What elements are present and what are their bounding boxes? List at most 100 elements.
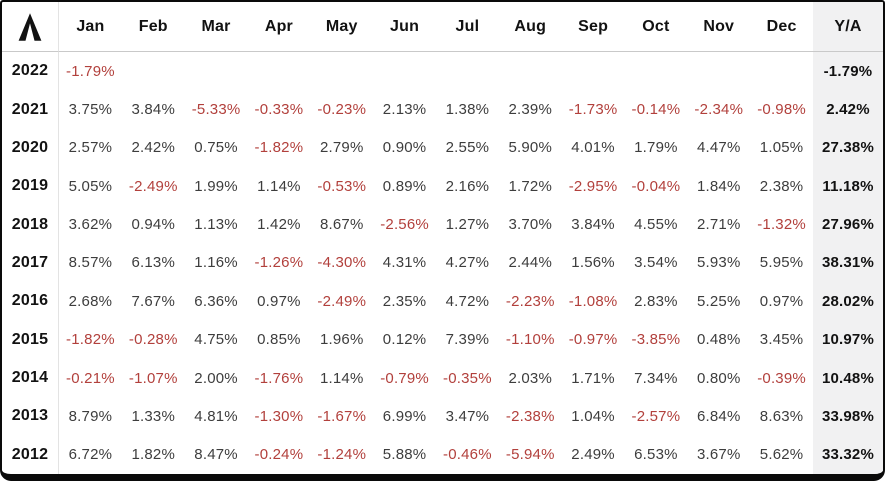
return-cell: 1.05% [759, 139, 804, 157]
return-cell: 5.93% [696, 254, 741, 272]
return-cell: 2.03% [508, 369, 553, 387]
return-cell: 1.27% [445, 216, 490, 234]
column-header-month: Aug [498, 2, 562, 52]
return-cell: 3.54% [634, 254, 678, 272]
return-cell: 1.84% [696, 177, 741, 195]
return-cell: -2.38% [505, 407, 555, 425]
return-cell: 1.14% [257, 177, 301, 195]
return-cell: -0.21% [66, 369, 115, 387]
return-cell: 6.13% [131, 254, 176, 272]
column-header-month: Jul [435, 2, 499, 52]
return-cell: 0.89% [382, 177, 427, 195]
return-cell: 3.62% [68, 216, 113, 234]
return-cell: -2.57% [631, 407, 681, 425]
return-cell: 1.13% [194, 216, 238, 234]
return-cell-empty [185, 52, 248, 90]
ya-total-cell: 33.98% [812, 397, 883, 436]
return-cell-empty [624, 52, 687, 90]
column-header-month: Jun [373, 2, 436, 52]
return-cell-empty [750, 52, 813, 90]
return-cell: 4.01% [571, 139, 615, 157]
return-cell: -2.56% [380, 216, 429, 234]
return-cell: -2.49% [128, 177, 178, 195]
return-cell: 4.72% [445, 292, 490, 310]
return-cell-empty [687, 52, 750, 90]
ya-total-cell: 38.31% [812, 243, 883, 283]
return-cell: -1.73% [568, 101, 618, 119]
year-label: 2018 [2, 205, 59, 244]
return-cell: -1.08% [568, 292, 618, 310]
year-label: 2016 [2, 282, 59, 321]
return-cell: 1.56% [571, 254, 615, 272]
return-cell: 3.47% [445, 407, 490, 425]
return-cell: 1.16% [194, 254, 238, 272]
column-header-ya: Y/A [812, 2, 883, 52]
year-label: 2021 [2, 90, 59, 129]
ya-total-cell: 2.42% [812, 90, 883, 129]
return-cell: 5.25% [696, 292, 741, 310]
return-cell: 0.85% [257, 331, 301, 349]
return-cell: 2.35% [382, 292, 427, 310]
return-cell: 1.33% [131, 407, 176, 425]
return-cell: 4.47% [696, 139, 741, 157]
ya-total-cell: 11.18% [812, 167, 883, 206]
returns-table: Jan Feb Mar Apr May Jun Jul Aug Sep Oct Nov Dec Y/A … [2, 2, 883, 474]
year-label: 2013 [2, 397, 59, 436]
return-cell: 2.57% [68, 139, 113, 157]
return-cell: 8.57% [68, 254, 113, 272]
return-cell: 7.34% [634, 369, 678, 387]
return-cell: 4.31% [382, 254, 427, 272]
year-label: 2019 [2, 167, 59, 206]
return-cell: 5.05% [68, 177, 113, 195]
return-cell: 2.49% [571, 446, 615, 464]
return-cell-empty [499, 52, 562, 90]
return-cell: 0.94% [131, 216, 176, 234]
return-cell: 2.44% [508, 254, 553, 272]
return-cell: 2.39% [508, 101, 553, 119]
return-cell: -0.14% [631, 101, 681, 119]
return-cell: 2.38% [759, 177, 804, 195]
return-cell: 8.67% [319, 216, 364, 234]
return-cell: -2.49% [317, 292, 367, 310]
return-cell: -5.33% [191, 101, 241, 119]
return-cell: 6.36% [194, 292, 238, 310]
return-cell: -0.28% [128, 331, 178, 349]
column-header-month: Jan [59, 2, 122, 52]
return-cell: -1.32% [757, 216, 806, 234]
return-cell: 6.53% [634, 446, 678, 464]
return-cell: 2.55% [445, 139, 490, 157]
year-label: 2012 [2, 435, 59, 474]
return-cell: -1.10% [505, 331, 555, 349]
ya-total-cell: -1.79% [812, 52, 883, 91]
return-cell: -0.23% [317, 101, 367, 119]
return-cell: 2.83% [634, 292, 678, 310]
return-cell: 1.14% [319, 369, 364, 387]
return-cell: -1.76% [254, 369, 304, 387]
return-cell: 4.55% [634, 216, 678, 234]
column-header-month: Dec [750, 2, 813, 52]
column-header-month: Feb [121, 2, 185, 52]
return-cell: 7.67% [131, 292, 176, 310]
return-cell: 5.90% [508, 139, 553, 157]
return-cell: -0.33% [254, 101, 304, 119]
ya-total-cell: 33.32% [812, 435, 883, 474]
return-cell: 3.67% [696, 446, 741, 464]
return-cell: -0.97% [568, 331, 618, 349]
brand-logo [2, 2, 59, 52]
return-cell: 0.48% [696, 331, 741, 349]
return-cell: 0.90% [382, 139, 427, 157]
return-cell: -1.24% [317, 446, 367, 464]
return-cell-empty [122, 52, 185, 90]
return-cell: 2.00% [194, 369, 238, 387]
return-cell: 1.79% [634, 139, 678, 157]
return-cell: -0.53% [317, 177, 367, 195]
return-cell: -1.07% [128, 369, 178, 387]
return-cell: 1.99% [194, 177, 238, 195]
return-cell: 6.99% [382, 407, 427, 425]
return-cell: 4.75% [194, 331, 238, 349]
return-cell: 5.62% [759, 446, 804, 464]
ya-total-cell: 10.48% [812, 358, 883, 398]
return-cell: -2.34% [694, 101, 744, 119]
return-cell: 2.16% [445, 177, 490, 195]
return-cell: 8.47% [194, 446, 238, 464]
